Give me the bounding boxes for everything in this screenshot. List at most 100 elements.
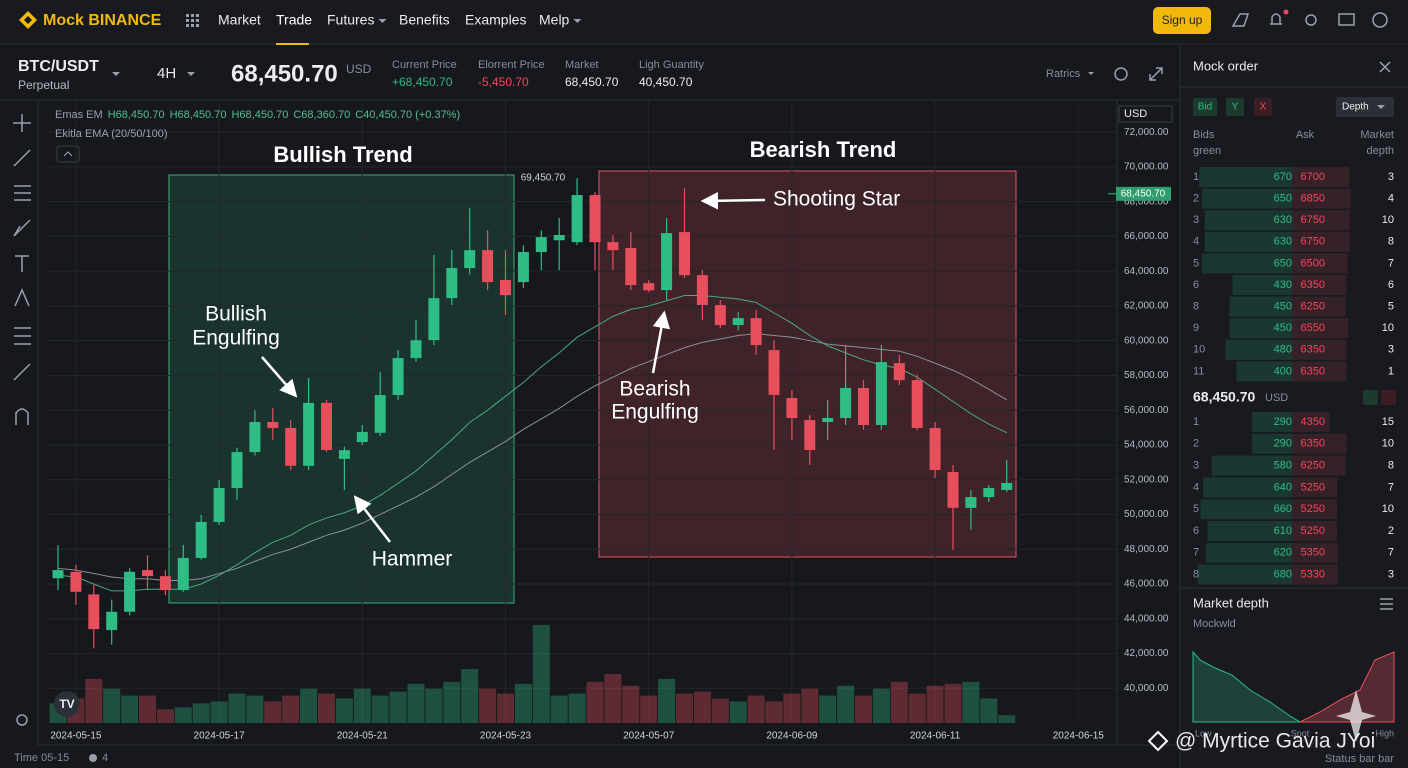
ask: 6350 bbox=[1301, 344, 1325, 356]
pair[interactable]: BTC/USDT bbox=[18, 58, 99, 75]
ask: 6350 bbox=[1301, 365, 1325, 377]
tab-label[interactable]: X bbox=[1260, 102, 1267, 113]
interval[interactable]: 4H bbox=[157, 65, 176, 82]
ask-depth-bar bbox=[1292, 542, 1338, 563]
ask: 6750 bbox=[1301, 214, 1325, 226]
chart-tools[interactable] bbox=[1114, 67, 1163, 81]
candle-body bbox=[625, 248, 637, 286]
metrics-menu[interactable]: Ratrics bbox=[1046, 68, 1081, 80]
collapse-button[interactable] bbox=[56, 145, 80, 163]
y-tick-label: 56,000.00 bbox=[1124, 405, 1169, 416]
nav-item[interactable]: Trade bbox=[276, 12, 312, 28]
price-currency: USD bbox=[346, 62, 372, 76]
annotation: Bullish Trend bbox=[273, 142, 412, 167]
bid-depth-bar bbox=[1206, 542, 1292, 563]
stat-label: Market bbox=[565, 59, 599, 71]
tv-logo[interactable] bbox=[54, 691, 80, 717]
indicator-legend: H68,450.70 bbox=[170, 109, 227, 121]
x-tick-label: 2024-06-11 bbox=[910, 731, 961, 742]
tab-label[interactable]: Bid bbox=[1198, 102, 1212, 113]
ask-depth-bar bbox=[1292, 477, 1337, 498]
volume-bar bbox=[514, 683, 532, 723]
stat-label: Elorrent Price bbox=[478, 59, 545, 71]
ask-depth-bar bbox=[1292, 253, 1348, 274]
bid: 450 bbox=[1274, 301, 1292, 313]
tv-logo-mark: TV bbox=[59, 697, 74, 711]
annotation: Bearish bbox=[619, 378, 690, 401]
depth: 7 bbox=[1388, 547, 1394, 559]
volume-bar bbox=[174, 707, 192, 723]
drawing-tools[interactable] bbox=[13, 114, 31, 726]
nav-item[interactable]: Melp bbox=[539, 12, 570, 28]
candle-body bbox=[732, 318, 744, 326]
nav-item[interactable]: Benefits bbox=[399, 12, 450, 28]
x-tick-label: 2024-06-09 bbox=[766, 731, 818, 742]
candle-body bbox=[804, 420, 816, 450]
bid-depth-bar bbox=[1204, 210, 1292, 231]
view-label[interactable]: Depth bbox=[1342, 102, 1369, 113]
bid: 450 bbox=[1274, 322, 1292, 334]
volume-bar bbox=[622, 685, 640, 723]
candle-body bbox=[750, 318, 762, 346]
menu-icon[interactable] bbox=[1380, 598, 1393, 610]
nav-item[interactable]: Market bbox=[218, 12, 261, 28]
bid: 650 bbox=[1274, 257, 1292, 269]
collapse-icon[interactable] bbox=[63, 151, 73, 157]
signup-button[interactable] bbox=[1153, 7, 1211, 34]
candle-body bbox=[356, 431, 368, 442]
y-tick-label: 50,000.00 bbox=[1124, 509, 1169, 520]
ask-depth-bar bbox=[1292, 361, 1347, 382]
row-index: 4 bbox=[1193, 236, 1199, 248]
tab[interactable] bbox=[1226, 98, 1244, 116]
signup-label[interactable]: Sign up bbox=[1162, 13, 1203, 27]
y-tick-label: 68,000.00 bbox=[1124, 196, 1169, 207]
tab[interactable] bbox=[1254, 98, 1272, 116]
candle-body bbox=[446, 268, 458, 299]
volume-bar bbox=[425, 688, 443, 723]
ask-depth-bar bbox=[1292, 564, 1338, 585]
view-select[interactable] bbox=[1336, 97, 1394, 117]
row-index: 9 bbox=[1193, 322, 1199, 334]
bid-depth-bar bbox=[1199, 167, 1292, 187]
apps-icon[interactable] bbox=[186, 14, 199, 27]
candle-body bbox=[661, 233, 673, 291]
tab-label[interactable]: Y bbox=[1232, 102, 1239, 113]
candle-body bbox=[893, 363, 905, 381]
depth: 3 bbox=[1388, 171, 1394, 183]
ema-legend: Ekitla EMA (20/50/100) bbox=[55, 128, 168, 140]
volume-bar bbox=[783, 693, 801, 723]
logo[interactable]: Mock BINANCE bbox=[43, 12, 162, 29]
candle-body bbox=[88, 594, 100, 630]
candle-body bbox=[428, 298, 440, 341]
ema-line bbox=[57, 333, 1007, 582]
tab[interactable] bbox=[1193, 98, 1217, 116]
volume-bar bbox=[568, 693, 586, 723]
depth: 2 bbox=[1388, 525, 1394, 537]
row-index: 11 bbox=[1193, 365, 1204, 377]
volume-bar bbox=[980, 698, 998, 723]
depth: 7 bbox=[1388, 257, 1394, 269]
row-index: 5 bbox=[1193, 257, 1199, 269]
row-index: 2 bbox=[1193, 193, 1199, 205]
indicator-legend: C40,450.70 (+0.37%) bbox=[355, 109, 460, 121]
y-tick-label: 64,000.00 bbox=[1124, 266, 1169, 277]
volume-bar bbox=[962, 681, 980, 723]
volume-bar bbox=[998, 715, 1016, 723]
ask: 5250 bbox=[1301, 525, 1325, 537]
nav-item[interactable]: Examples bbox=[465, 12, 526, 28]
candle-body bbox=[875, 362, 887, 425]
volume-bar bbox=[944, 683, 962, 723]
volume-bar bbox=[300, 688, 318, 723]
down-button[interactable] bbox=[1381, 390, 1396, 405]
up-button[interactable] bbox=[1363, 390, 1378, 405]
column-header: depth bbox=[1366, 145, 1394, 157]
close-icon[interactable] bbox=[1379, 61, 1391, 73]
header-icons[interactable] bbox=[1231, 12, 1388, 28]
y-tick-label: 42,000.00 bbox=[1124, 648, 1169, 659]
nav-item[interactable]: Futures bbox=[327, 12, 374, 28]
y-tick-label: 72,000.00 bbox=[1124, 127, 1169, 138]
candle-body bbox=[768, 350, 780, 395]
footer-count: 4 bbox=[102, 752, 108, 764]
volume-bar bbox=[121, 695, 139, 723]
